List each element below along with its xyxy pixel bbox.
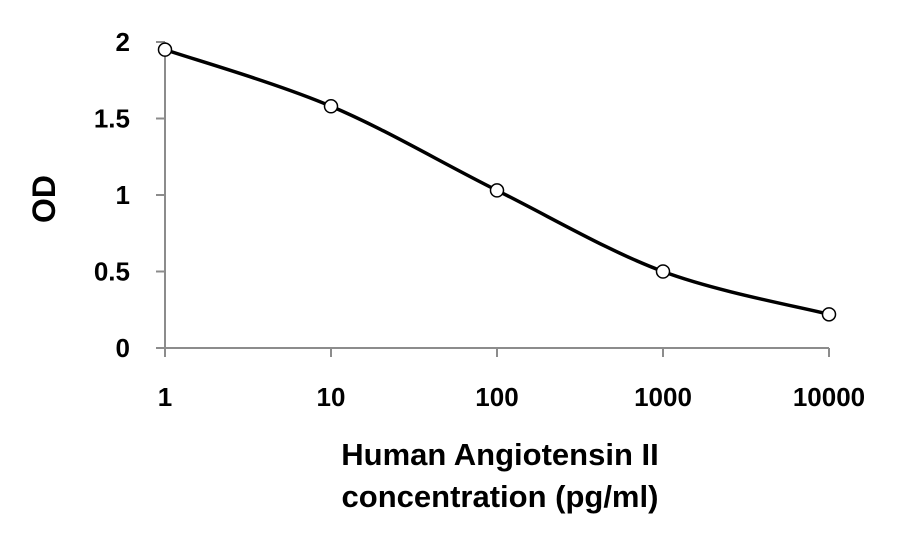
y-tick-label: 2 xyxy=(116,27,130,57)
x-tick-label: 1 xyxy=(158,382,172,412)
data-point xyxy=(821,307,837,322)
x-tick-label: 10 xyxy=(317,382,346,412)
x-tick-label: 10000 xyxy=(793,382,865,412)
data-markers xyxy=(157,42,837,322)
data-point xyxy=(323,99,339,114)
x-axis-title-line-1: Human Angiotensin II xyxy=(341,437,658,472)
data-point xyxy=(655,264,671,279)
data-point xyxy=(489,183,505,198)
x-ticks: 1 10 100 1000 10000 xyxy=(158,348,865,412)
y-tick-label: 1.5 xyxy=(94,104,130,134)
y-tick-label: 1 xyxy=(116,180,130,210)
x-tick-label: 100 xyxy=(475,382,518,412)
y-axis-title: OD xyxy=(26,175,62,223)
y-tick-label: 0 xyxy=(116,333,130,363)
y-tick-label: 0.5 xyxy=(94,257,130,287)
x-axis-title-line-2: concentration (pg/ml) xyxy=(342,479,659,514)
y-ticks: 0 0.5 1 1.5 2 xyxy=(94,27,165,363)
data-point xyxy=(157,42,173,57)
x-tick-label: 1000 xyxy=(634,382,692,412)
